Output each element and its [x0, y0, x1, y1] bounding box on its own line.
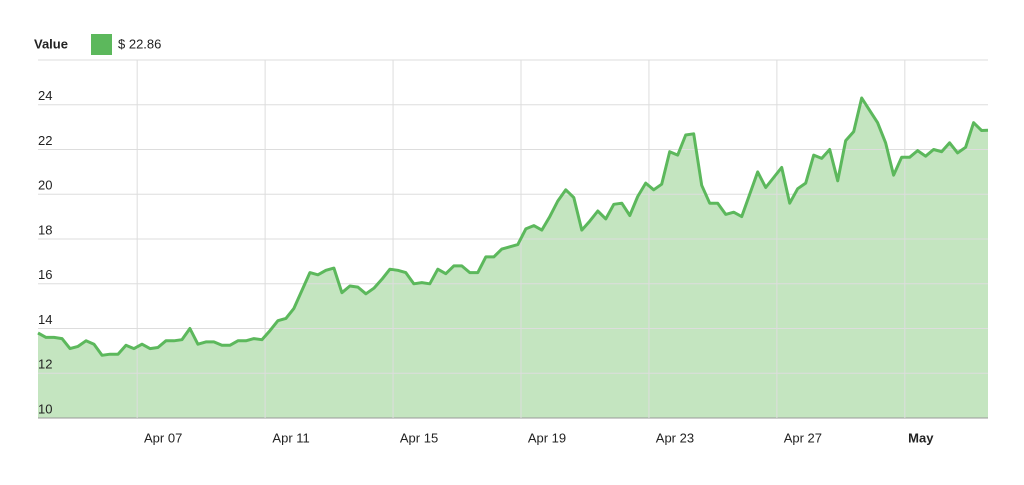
legend-value: $ 22.86 — [118, 36, 161, 51]
legend-title: Value — [34, 36, 68, 51]
legend-swatch — [91, 34, 112, 55]
y-tick-label: 12 — [38, 357, 52, 372]
line — [37, 96, 989, 357]
x-tick-label: Apr 11 — [272, 430, 309, 445]
x-tick-label: Apr 15 — [400, 430, 438, 445]
y-tick-label: 14 — [38, 312, 52, 327]
x-tick-label: Apr 27 — [784, 430, 822, 445]
x-tick-label: Apr 07 — [144, 430, 182, 445]
y-tick-label: 20 — [38, 178, 52, 193]
x-tick-label: May — [908, 430, 934, 445]
y-tick-label: 10 — [38, 401, 52, 416]
y-tick-label: 24 — [38, 88, 52, 103]
y-tick-label: 18 — [38, 222, 52, 237]
x-tick-label: Apr 23 — [656, 430, 694, 445]
y-tick-label: 22 — [38, 133, 52, 148]
area — [38, 98, 988, 418]
y-tick-label: 16 — [38, 267, 52, 282]
x-tick-label: Apr 19 — [528, 430, 566, 445]
